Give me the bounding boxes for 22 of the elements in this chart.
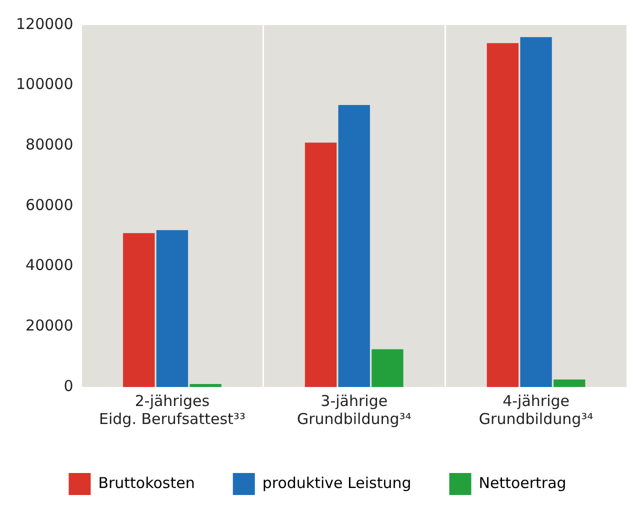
bar [338, 104, 370, 387]
bar [554, 379, 586, 387]
y-tick-label: 120000 [16, 14, 74, 33]
y-tick-label: 60000 [26, 196, 74, 214]
x-tick-label: 3-jährige Grundbildung³⁴ [297, 392, 412, 428]
y-tick-label: 80000 [26, 136, 74, 154]
x-tick-label: 4-jährige Grundbildung³⁴ [478, 392, 594, 428]
bar [123, 233, 155, 387]
legend-label: Bruttokosten [98, 474, 195, 492]
y-tick-label: 100000 [16, 75, 74, 94]
y-tick-label: 0 [64, 376, 74, 395]
bar [486, 43, 519, 387]
x-tick-label: 2-jähriges Eidg. Berufsattest³³ [99, 392, 246, 428]
y-tick-label: 20000 [26, 316, 74, 335]
bar [372, 349, 404, 387]
bar [190, 384, 222, 387]
bar [156, 230, 188, 387]
bar [304, 142, 337, 387]
legend-label: Nettoertrag [478, 474, 566, 492]
y-tick-label: 40000 [26, 256, 74, 274]
bar [520, 37, 552, 387]
legend-label: produktive Leistung [262, 474, 412, 492]
